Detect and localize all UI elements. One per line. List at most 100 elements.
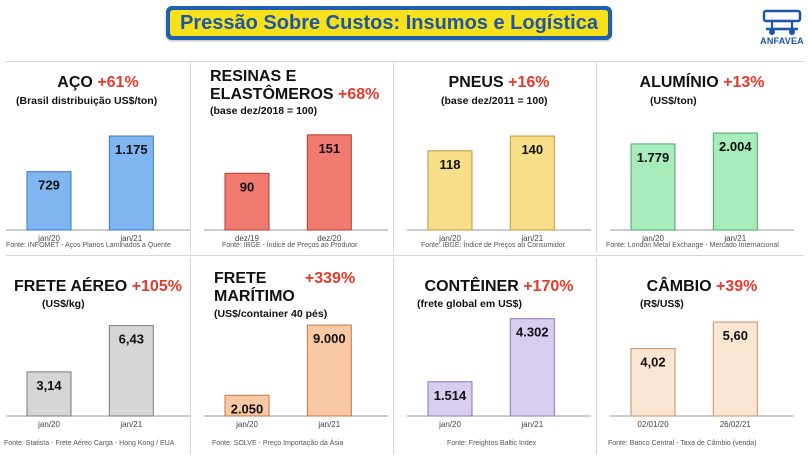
- bar-value-label: 729: [38, 178, 60, 193]
- panel-source: Fonte: IBGE - Índice de Preços ao Produt…: [222, 242, 358, 249]
- bar-jan-20: [427, 150, 473, 231]
- panel-title: CONTÊINER +170%: [401, 278, 597, 296]
- panel-name: PNEUS: [448, 74, 504, 91]
- panel-name-line1: FRETE: [214, 270, 267, 287]
- panel-subtitle: (frete global em US$): [417, 298, 523, 310]
- x-tick-label: jan/21: [119, 234, 142, 243]
- grid-line-middle: [6, 255, 804, 256]
- logo-text: ANFAVEA: [760, 36, 804, 46]
- bar-value-label: 4,02: [640, 355, 665, 370]
- panel-cambio: CÂMBIO +39% (R$/US$) 4,02 02/01/20 5,60 26/…: [604, 258, 800, 454]
- panel-title: PNEUS +16%: [401, 74, 597, 92]
- x-tick-label: jan/21: [119, 420, 142, 429]
- panel-source: Fonte: Freightos Baltic Index: [447, 440, 537, 447]
- bar-jan-20: [427, 381, 473, 417]
- panel-pct: +68%: [338, 86, 380, 103]
- page-title: Pressão Sobre Custos: Insumos e Logístic…: [170, 10, 608, 36]
- bar-jan-21: [712, 132, 758, 231]
- bar-value-label: 4.302: [516, 325, 549, 340]
- panel-subtitle: (US$/container 40 pés): [214, 308, 328, 320]
- bar-value-label: 2.004: [719, 139, 752, 154]
- bar-value-label: 140: [521, 142, 543, 157]
- panel-source: Fonte: IBGE: Índice de Preços ao Consumi…: [421, 242, 565, 249]
- panel-subtitle: (base dez/2018 = 100): [210, 105, 318, 117]
- bar-jan-20: [26, 171, 72, 231]
- title-banner: Pressão Sobre Custos: Insumos e Logístic…: [166, 6, 612, 40]
- panel-pct: +170%: [523, 278, 574, 295]
- panel-title: AÇO +61%: [0, 74, 196, 92]
- x-tick-label: jan/21: [317, 420, 340, 429]
- bar-dez-20: [306, 134, 352, 231]
- x-tick-label: jan/21: [520, 234, 543, 243]
- title-part1: Pressão Sobre Custos:: [180, 12, 401, 34]
- panel-source: Fonte: INFOMET - Aços Planos Laminados a…: [6, 242, 171, 249]
- panel-source: Fonte: SOLVE - Preço Importação da Ásia: [212, 440, 344, 447]
- x-tick-label: jan/20: [37, 420, 60, 429]
- bar-chart-pneus: 118 jan/20 140 jan/21: [407, 135, 591, 243]
- anfavea-truck-icon: [762, 9, 802, 35]
- x-tick-label: 26/02/21: [720, 420, 752, 429]
- panel-resinas: RESINAS E ELASTÔMEROS +68% (base dez/201…: [198, 62, 394, 258]
- panel-name-line1: RESINAS E: [210, 68, 297, 85]
- panel-subtitle: (US$/ton): [650, 95, 697, 107]
- panel-source: Fonte: Statista - Frete Aéreo Carga - Ho…: [4, 440, 175, 447]
- x-tick-label: jan/20: [641, 234, 664, 243]
- grid-divider: [596, 62, 597, 252]
- bar-chart-frete-aereo: 3,14 jan/20 6,43 jan/21: [6, 325, 190, 429]
- bar-value-label: 1.779: [637, 150, 670, 165]
- panel-name: FRETE AÉREO: [14, 278, 128, 295]
- grid-divider: [190, 62, 191, 252]
- panel-frete-aereo: FRETE AÉREO +105% (US$/kg) 3,14 jan/20 6,4…: [0, 258, 196, 454]
- bar-jan-21: [108, 325, 154, 417]
- panel-aluminio: ALUMÍNIO +13% (US$/ton) 1.779 jan/20 2.004…: [604, 62, 800, 258]
- panel-pneus: PNEUS +16% (base dez/2011 = 100) 118 jan/…: [401, 62, 597, 258]
- bar-value-label: 3,14: [36, 378, 62, 393]
- panel-title: FRETE +339% MARÍTIMO: [198, 270, 394, 306]
- bar-jan-20: [630, 143, 676, 231]
- panel-conteiner: CONTÊINER +170% (frete global em US$) 1.…: [401, 258, 597, 454]
- x-tick-label: dez/19: [235, 234, 260, 243]
- bar-value-label: 9.000: [313, 331, 346, 346]
- panel-subtitle: (Brasil distribuição US$/ton): [16, 95, 158, 107]
- bar-chart-frete-maritimo: 2.050 jan/20 9.000 jan/21: [204, 324, 388, 429]
- bar-jan-21: [108, 135, 154, 231]
- bar-jan-21: [306, 324, 352, 417]
- panel-subtitle: (US$/kg): [42, 298, 85, 310]
- panel-pct: +339%: [304, 270, 356, 287]
- panel-pct: +39%: [715, 278, 758, 295]
- bar-value-label: 6,43: [119, 332, 144, 347]
- panel-source: Fonte: London Metal Exchange - Mercado I…: [606, 242, 779, 249]
- bar-value-label: 151: [318, 141, 340, 156]
- bar-value-label: 90: [240, 179, 254, 194]
- x-tick-label: jan/20: [235, 420, 258, 429]
- bar-jan-20: [224, 394, 270, 417]
- grid-divider: [393, 258, 394, 454]
- x-tick-label: 02/01/20: [637, 420, 669, 429]
- bar-value-label: 2.050: [231, 401, 264, 416]
- panel-subtitle: (R$/US$): [640, 298, 684, 310]
- bar-jan-20: [26, 371, 72, 417]
- bar-chart-conteiner: 1.514 jan/20 4.302 jan/21: [407, 318, 591, 429]
- panel-subtitle: (base dez/2011 = 100): [441, 95, 548, 107]
- bar-value-label: 118: [440, 157, 461, 172]
- panel-name-line2: MARÍTIMO: [214, 288, 295, 305]
- bar-chart-cambio: 4,02 02/01/20 5,60 26/02/21: [610, 321, 794, 429]
- grid-line-top: [6, 61, 804, 62]
- panel-title: CÂMBIO +39%: [604, 278, 800, 296]
- bar-value-label: 1.514: [434, 388, 467, 403]
- bar-02-01-20: [630, 348, 676, 417]
- bar-26-02-21: [712, 321, 758, 417]
- panel-pct: +16%: [508, 74, 550, 91]
- grid-divider: [596, 258, 597, 454]
- grid-divider: [393, 62, 394, 252]
- panel-name: AÇO: [57, 74, 93, 91]
- bar-chart-resinas: 90 dez/19 151 dez/20: [204, 134, 388, 243]
- panel-title: RESINAS E ELASTÔMEROS +68%: [198, 68, 394, 104]
- bar-chart-aco: 729 jan/20 1.175 jan/21: [6, 135, 190, 243]
- panel-source: Fonte: Banco Central - Taxa de Câmbio (v…: [608, 440, 757, 447]
- panel-name: CONTÊINER: [424, 278, 519, 295]
- bar-jan-21: [509, 318, 555, 417]
- panel-title: ALUMÍNIO +13%: [604, 74, 800, 92]
- bar-dez-19: [224, 172, 270, 231]
- x-tick-label: jan/20: [438, 234, 461, 243]
